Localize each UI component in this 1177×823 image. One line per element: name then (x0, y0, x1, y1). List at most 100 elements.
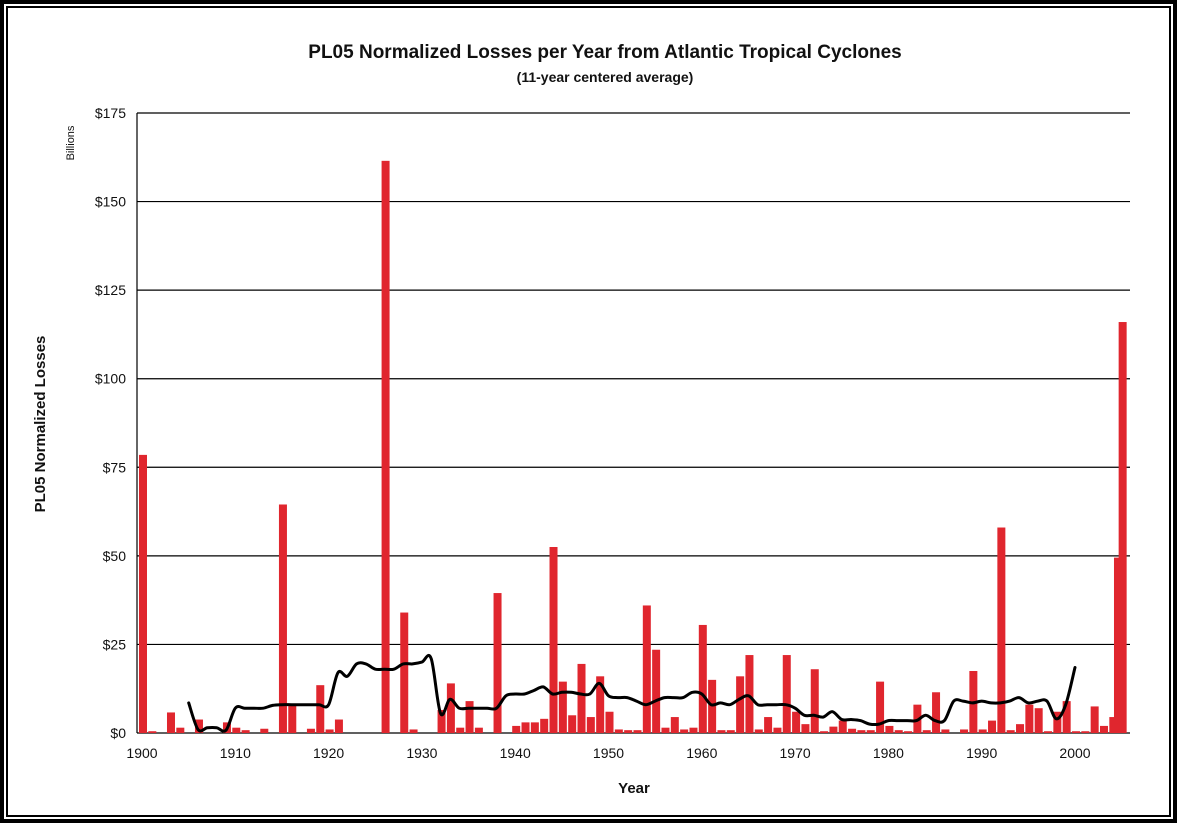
bar-1980 (885, 725, 894, 733)
bar-1956 (661, 727, 670, 733)
bar-1915 (278, 504, 287, 733)
bar-1976 (848, 728, 857, 733)
bar-1936 (474, 727, 483, 733)
bar-1964 (736, 676, 745, 733)
bar-1900 (139, 454, 147, 733)
bar-1901 (148, 731, 157, 733)
bar-1972 (810, 669, 819, 733)
bar-1967 (764, 717, 773, 733)
bar-2003 (1099, 725, 1108, 733)
bar-1950 (605, 711, 614, 733)
bar-1951 (614, 729, 623, 733)
bar-1977 (857, 730, 866, 733)
x-tick-label: 1900 (126, 745, 157, 761)
bar-1990 (978, 729, 987, 733)
bar-2000 (1072, 731, 1080, 733)
bar-1981 (894, 730, 903, 733)
bar-1903 (166, 712, 175, 733)
bar-1919 (316, 685, 325, 733)
bar-1910 (232, 727, 241, 733)
bar-1920 (325, 729, 334, 733)
bar-1965 (745, 655, 754, 733)
bar-1952 (624, 730, 633, 733)
bar-2004.5 (1113, 557, 1122, 733)
bar-1945 (558, 681, 567, 733)
x-tick-label: 1930 (406, 745, 437, 761)
bar-1946 (568, 715, 577, 733)
bar-1921 (334, 719, 343, 733)
bar-1949 (596, 676, 605, 733)
y-tick-label: $25 (103, 636, 127, 652)
bar-1938 (493, 593, 502, 733)
bar-1971 (801, 724, 810, 733)
bar-1966 (754, 729, 763, 733)
average-line-series (187, 653, 1077, 733)
y-tick-labels: $0 $25 $50 $75 $100 $125 $150 $175 (95, 105, 126, 741)
bar-1957 (670, 717, 679, 733)
y-tick-label: $0 (110, 725, 126, 741)
bar-1935 (465, 701, 474, 733)
bar-1947 (577, 663, 586, 733)
bar-1918 (306, 728, 315, 733)
x-tick-label: 1940 (500, 745, 531, 761)
bar-1940 (512, 725, 521, 733)
bar-1968 (773, 727, 782, 733)
bar-1962 (717, 730, 726, 733)
x-tick-label: 1950 (593, 745, 624, 761)
x-tick-label: 1920 (313, 745, 344, 761)
bar-1979 (876, 681, 885, 733)
bar-2004 (1109, 717, 1118, 733)
y-tick-label: $125 (95, 282, 126, 298)
bar-1959 (689, 727, 698, 733)
bar-1995 (1025, 704, 1034, 733)
bar-1904 (176, 727, 185, 733)
bar-1944 (549, 547, 558, 733)
y-tick-label: $100 (95, 371, 126, 387)
bar-1943 (540, 718, 549, 733)
bar-1993 (1006, 730, 1015, 733)
bar-1948 (586, 717, 595, 733)
bar-1958 (680, 729, 689, 733)
bar-1906 (194, 719, 203, 733)
bar-1928 (400, 612, 409, 733)
x-tick-label: 1960 (686, 745, 717, 761)
bar-1978 (866, 730, 875, 733)
bar-1954 (642, 605, 651, 733)
bar-1974 (829, 726, 838, 733)
bar-1988 (960, 729, 969, 733)
bar-1998 (1053, 711, 1062, 733)
bar-1984 (922, 730, 931, 733)
bar-1969 (782, 655, 791, 733)
bar-1942 (530, 722, 539, 733)
bar-1941 (521, 722, 530, 733)
x-axis-title: Year (618, 780, 650, 797)
bar-1975 (838, 720, 847, 733)
bar-1913 (260, 728, 269, 733)
bar-1973 (820, 731, 829, 733)
bar-1955 (652, 649, 661, 733)
bar-1991 (988, 720, 997, 733)
bar-1963 (726, 730, 735, 733)
bar-1996 (1034, 708, 1043, 733)
y-tick-label: $50 (103, 548, 127, 564)
x-tick-label: 1980 (873, 745, 904, 761)
bar-2005 (1118, 322, 1127, 733)
y-tick-label: $150 (95, 194, 126, 210)
x-tick-label: 1990 (966, 745, 997, 761)
bar-series (139, 160, 1127, 734)
bar-1932 (437, 709, 446, 733)
bar-1985 (932, 692, 941, 733)
bar-1933 (446, 683, 455, 733)
bar-1997 (1044, 731, 1053, 733)
bar-1970 (792, 711, 801, 733)
bar-1960 (698, 624, 707, 733)
chart-subtitle: (11-year centered average) (517, 69, 694, 85)
bar-1986 (941, 729, 950, 733)
bar-1926 (381, 160, 390, 734)
x-tick-labels: 1900 1910 1920 1930 1940 1950 1960 1970 1980 1990… (126, 745, 1090, 761)
bar-1911 (241, 730, 250, 733)
bar-1982 (904, 731, 913, 733)
bar-2001 (1081, 731, 1090, 733)
